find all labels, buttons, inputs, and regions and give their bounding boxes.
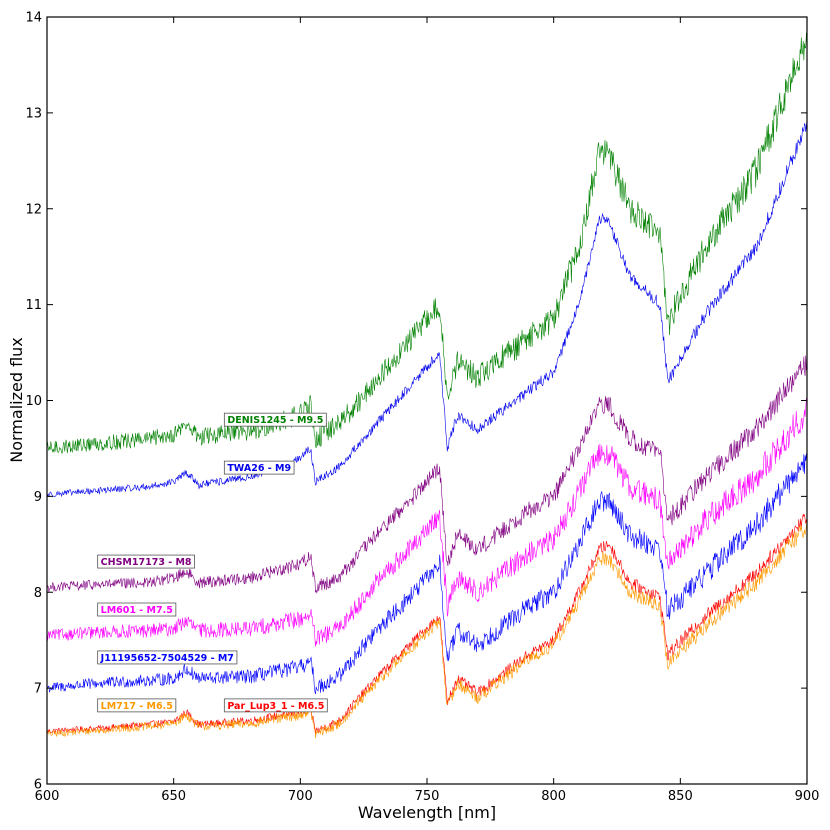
y-tick-label-1: 7 xyxy=(34,682,42,697)
y-tick-label-5: 11 xyxy=(25,298,42,313)
x-tick-label-4: 800 xyxy=(541,789,566,804)
series-label-1: LM717 - M6.5 xyxy=(97,698,177,713)
series-line-0 xyxy=(47,513,807,735)
x-axis-title: Wavelength [nm] xyxy=(358,803,496,822)
series-line-6 xyxy=(47,32,807,454)
series-label-0: Par_Lup3_1 - M6.5 xyxy=(223,698,328,713)
svg-text:Par_Lup3_1 - M6.5: Par_Lup3_1 - M6.5 xyxy=(227,701,324,712)
y-tick-label-4: 10 xyxy=(25,394,42,409)
series-line-4 xyxy=(47,355,807,594)
svg-text:TWA26 - M9: TWA26 - M9 xyxy=(227,463,291,474)
x-tick-label-3: 750 xyxy=(415,789,440,804)
y-tick-label-3: 9 xyxy=(34,490,42,505)
series-line-3 xyxy=(47,398,807,647)
y-tick-label-2: 8 xyxy=(34,586,42,601)
series-label-5: TWA26 - M9 xyxy=(223,460,295,475)
series-label-6: DENIS1245 - M9.5 xyxy=(223,412,327,427)
y-tick-label-7: 13 xyxy=(25,106,42,121)
y-tick-label-0: 6 xyxy=(34,778,42,793)
series-label-4: CHSM17173 - M8 xyxy=(97,554,195,569)
series-line-5 xyxy=(47,119,807,498)
svg-text:CHSM17173 - M8: CHSM17173 - M8 xyxy=(101,557,192,568)
series-line-1 xyxy=(47,520,807,739)
svg-text:LM601 - M7.5: LM601 - M7.5 xyxy=(101,605,173,616)
x-tick-label-2: 700 xyxy=(288,789,313,804)
axes-layer: 600 650 700 750 800 850 900 6 7 8 9 10 11 12 13 14 xyxy=(25,11,819,805)
series-layer xyxy=(47,32,807,739)
series-label-3: LM601 - M7.5 xyxy=(97,602,177,617)
series-label-2: J11195652-7504529 - M7 xyxy=(97,650,238,665)
y-axis-title: Normalized flux xyxy=(7,337,26,463)
x-tick-label-5: 850 xyxy=(668,789,693,804)
svg-text:DENIS1245 - M9.5: DENIS1245 - M9.5 xyxy=(227,415,323,426)
x-tick-label-6: 900 xyxy=(795,789,820,804)
x-tick-label-1: 650 xyxy=(161,789,186,804)
svg-text:LM717 - M6.5: LM717 - M6.5 xyxy=(101,701,173,712)
svg-text:J11195652-7504529 - M7: J11195652-7504529 - M7 xyxy=(100,653,234,664)
x-tick-label-0: 600 xyxy=(35,789,60,804)
series-line-2 xyxy=(47,453,807,695)
series-label-layer: Par_Lup3_1 - M6.5 LM717 - M6.5 J11195652-7… xyxy=(97,412,328,713)
y-tick-label-8: 14 xyxy=(25,11,42,26)
y-tick-label-6: 12 xyxy=(25,202,42,217)
